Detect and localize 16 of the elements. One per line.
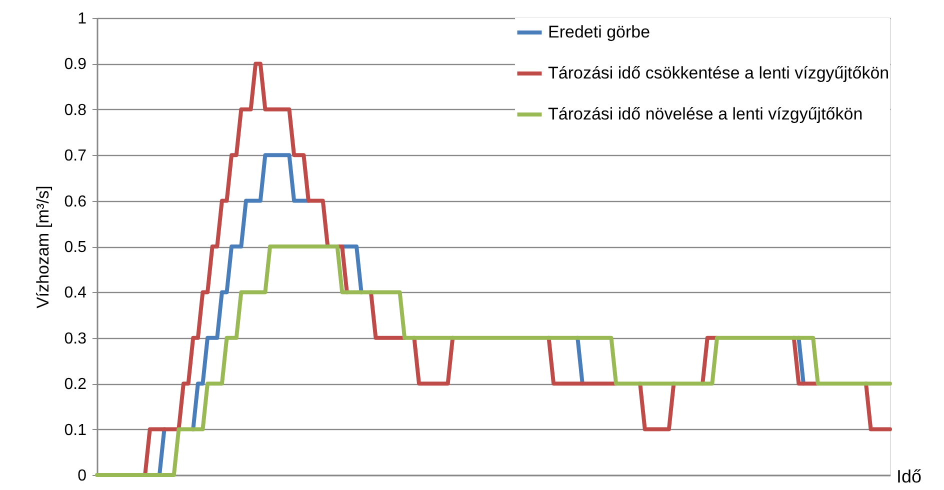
y-tick-label: 0.1: [64, 422, 87, 439]
legend-label: Tározási idő növelése a lenti vízgyűjtőkön: [548, 104, 863, 124]
y-tick-label: 0.4: [64, 284, 87, 302]
y-tick-label: 0.9: [64, 56, 87, 74]
y-tick-label: 0.2: [64, 376, 87, 394]
y-axis-title: Vízhozam [m³/s]: [33, 186, 52, 308]
y-tick-label: 0.8: [64, 102, 87, 119]
y-tick-label: 0: [78, 468, 87, 484]
y-tick-label: 0.6: [64, 193, 87, 210]
y-tick-label: 1: [78, 10, 87, 28]
x-axis-title: Idő: [896, 466, 922, 486]
y-tick-label: 0.5: [64, 239, 87, 256]
legend-label: Tározási idő csökkentése a lenti vízgyűjtőkön: [548, 64, 890, 82]
y-tick-label: 0.3: [64, 330, 87, 348]
y-tick-label: 0.7: [64, 148, 87, 165]
legend-label: Eredeti görbe: [548, 22, 650, 42]
